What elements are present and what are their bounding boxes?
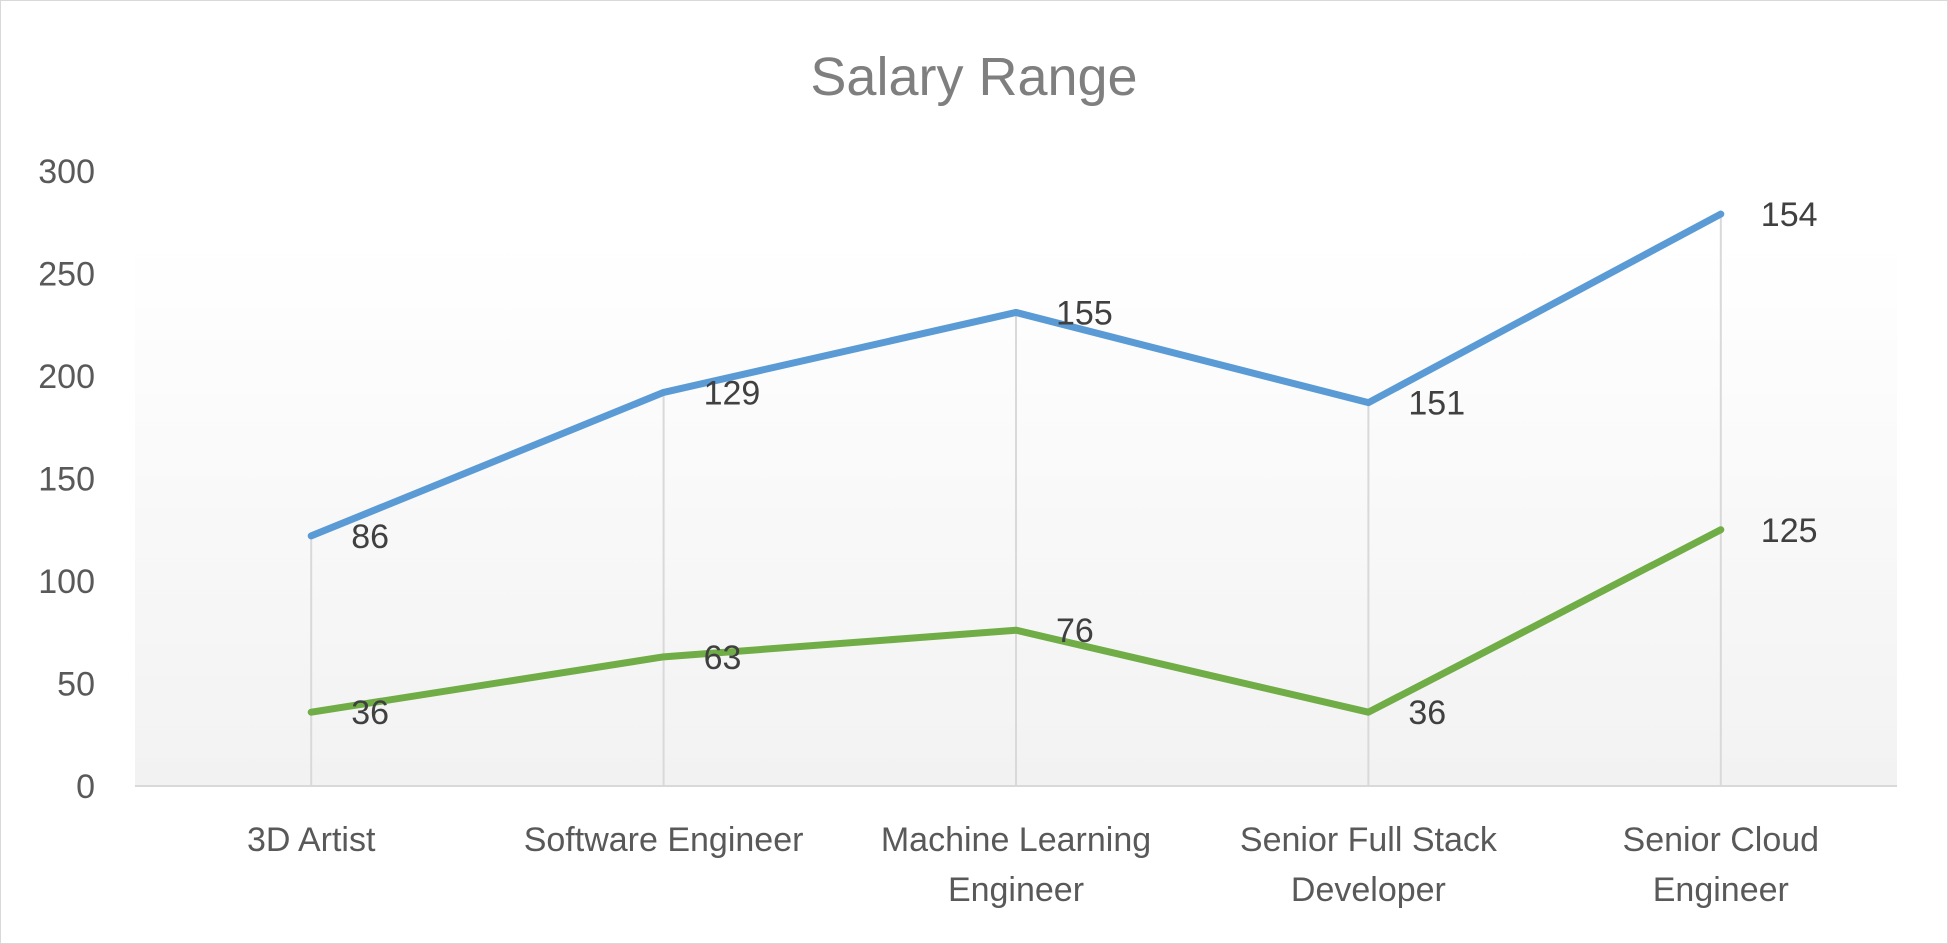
data-label: 63 [704, 639, 742, 677]
x-category-label: 3D Artist [247, 821, 376, 859]
data-label: 36 [1408, 694, 1446, 732]
series-lines [307, 210, 1725, 716]
y-tick-label: 0 [76, 768, 95, 806]
x-category-label: Senior Full Stack Developer [1240, 821, 1498, 909]
x-category-label: Software Engineer [524, 821, 804, 859]
data-label: 129 [704, 374, 761, 412]
y-tick-label: 250 [38, 256, 95, 294]
x-axis-category-labels: 3D Artist Software Engineer Machine Learni… [247, 821, 1819, 909]
y-tick-label: 50 [57, 666, 95, 704]
x-category-label: Senior Cloud Engineer [1623, 821, 1820, 909]
series-line [307, 210, 1725, 540]
y-tick-label: 150 [38, 461, 95, 499]
data-labels: 36 63 76 36 125 86 129 155 151 154 [351, 196, 1817, 732]
drop-lines [310, 214, 1722, 786]
y-axis-tick-labels: 0 50 100 150 200 250 300 [38, 153, 95, 806]
y-tick-label: 300 [38, 153, 95, 191]
data-label: 36 [351, 694, 389, 732]
data-label: 151 [1408, 385, 1465, 423]
data-label: 154 [1761, 196, 1818, 234]
x-category-label: Machine Learning Engineer [881, 821, 1151, 909]
series-line [307, 526, 1725, 716]
data-label: 76 [1056, 612, 1094, 650]
data-label: 155 [1056, 294, 1113, 332]
data-label: 86 [351, 518, 389, 556]
y-tick-label: 100 [38, 563, 95, 601]
data-label: 125 [1761, 512, 1818, 550]
chart-title: Salary Range [810, 47, 1137, 107]
y-tick-label: 200 [38, 358, 95, 396]
